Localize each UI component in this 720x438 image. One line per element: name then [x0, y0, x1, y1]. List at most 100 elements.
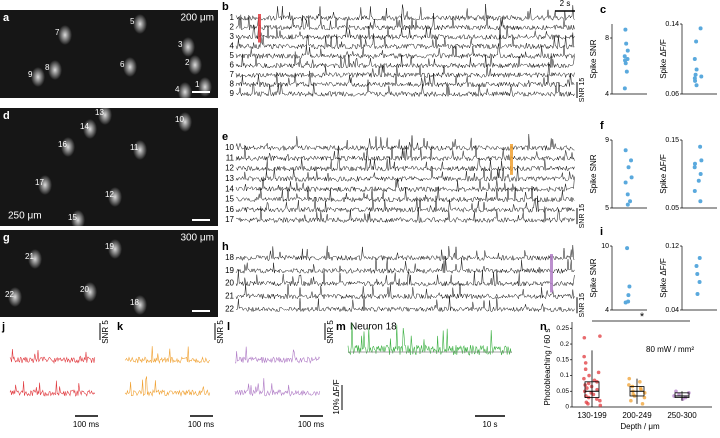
panel-label: c — [600, 4, 606, 16]
dot — [692, 165, 697, 170]
trace — [235, 176, 575, 193]
neuron-label: 12 — [105, 190, 114, 199]
dot — [698, 144, 703, 149]
cell-body — [133, 295, 147, 315]
dot — [677, 392, 681, 397]
row-label: 5 — [230, 51, 235, 60]
neuron-label: 7 — [55, 28, 60, 37]
neuron-label: 16 — [58, 140, 67, 149]
trace — [235, 3, 575, 22]
dot — [698, 26, 703, 31]
trace — [124, 376, 211, 397]
y-tick-label: 8 — [605, 35, 609, 42]
y-axis-label: Spike ΔF/F — [659, 154, 668, 194]
trace — [235, 206, 575, 224]
dot — [692, 189, 697, 193]
dot — [640, 402, 645, 406]
trace — [235, 185, 575, 203]
scale-label: 300 μm — [180, 233, 214, 244]
dot — [627, 383, 631, 387]
cell-body — [123, 57, 137, 77]
trace — [235, 23, 575, 41]
cell-body — [178, 82, 192, 102]
neuron-label: 9 — [28, 70, 33, 79]
time-label: 100 ms — [73, 420, 99, 429]
row-label: 10 — [225, 143, 234, 152]
trace — [235, 257, 575, 275]
y-tick-label: 4 — [605, 91, 609, 98]
y-tick-label: 0.15 — [556, 356, 569, 363]
neuron-label: 6 — [120, 60, 125, 69]
row-label: 12 — [225, 164, 234, 173]
snr-label: SNR 5 — [216, 320, 225, 344]
neuron-label: 2 — [185, 58, 190, 67]
dot — [624, 41, 629, 46]
neuron-label: 8 — [45, 63, 50, 72]
trace — [9, 348, 96, 364]
row-label: 3 — [230, 32, 235, 41]
dot — [596, 370, 601, 375]
dot — [598, 403, 603, 408]
time-label: 100 ms — [298, 420, 324, 429]
box — [674, 392, 690, 398]
dot — [695, 272, 700, 276]
significance: * — [640, 311, 645, 323]
dot — [595, 387, 599, 392]
dot — [694, 67, 699, 72]
trace — [235, 244, 575, 262]
dot — [692, 57, 697, 61]
cell-body — [8, 287, 22, 307]
dot — [698, 172, 703, 176]
trace — [347, 322, 512, 356]
cell-body — [31, 67, 45, 87]
dot — [698, 199, 703, 204]
y-tick-label: 0.06 — [665, 91, 679, 98]
cell-body — [61, 137, 75, 157]
time-label: 100 ms — [188, 420, 214, 429]
y-tick-label: 0.2 — [560, 341, 569, 348]
dot — [628, 199, 633, 204]
trace — [234, 346, 321, 364]
neuron-label: 4 — [175, 85, 180, 94]
y-tick-label: 0.25 — [556, 325, 569, 332]
trace — [235, 70, 575, 88]
dot — [623, 61, 628, 66]
panel-label: j — [1, 321, 5, 333]
y-tick-label: 0.12 — [665, 243, 679, 250]
row-label: 16 — [225, 205, 234, 214]
highlight — [550, 254, 553, 293]
note: 80 mW / mm² — [646, 345, 694, 354]
trace — [235, 195, 575, 214]
row-label: 17 — [225, 215, 234, 224]
trace-title: Neuron 18 — [350, 322, 397, 333]
cell-body — [71, 210, 85, 230]
row-label: 20 — [225, 279, 234, 288]
snr-label: SNR 15 — [579, 78, 586, 103]
trace — [236, 295, 575, 313]
panel-label: b — [222, 1, 229, 13]
dot — [694, 39, 699, 44]
dot — [626, 293, 631, 298]
dot — [625, 246, 630, 251]
cell-body — [28, 249, 42, 269]
panel-label: d — [3, 110, 10, 122]
dot — [639, 387, 643, 392]
y-axis-label: Spike SNR — [589, 154, 598, 193]
dot — [694, 264, 699, 268]
scale-label: 250 μm — [8, 211, 42, 222]
dot — [625, 192, 630, 197]
dot — [623, 300, 628, 305]
dot — [624, 69, 629, 74]
neuron-label: 14 — [80, 122, 89, 131]
y-tick-label: 0.05 — [556, 388, 569, 395]
y-tick-label: 10 — [601, 243, 609, 250]
snr-label: SNR 15 — [579, 204, 586, 229]
time-label: 2 s — [560, 0, 571, 8]
highlight — [258, 14, 261, 43]
y-tick-label: 0.04 — [665, 307, 679, 314]
dot — [623, 180, 628, 185]
dot — [627, 376, 632, 381]
cell-body — [38, 175, 52, 195]
trace — [235, 62, 575, 79]
trace — [235, 32, 575, 50]
